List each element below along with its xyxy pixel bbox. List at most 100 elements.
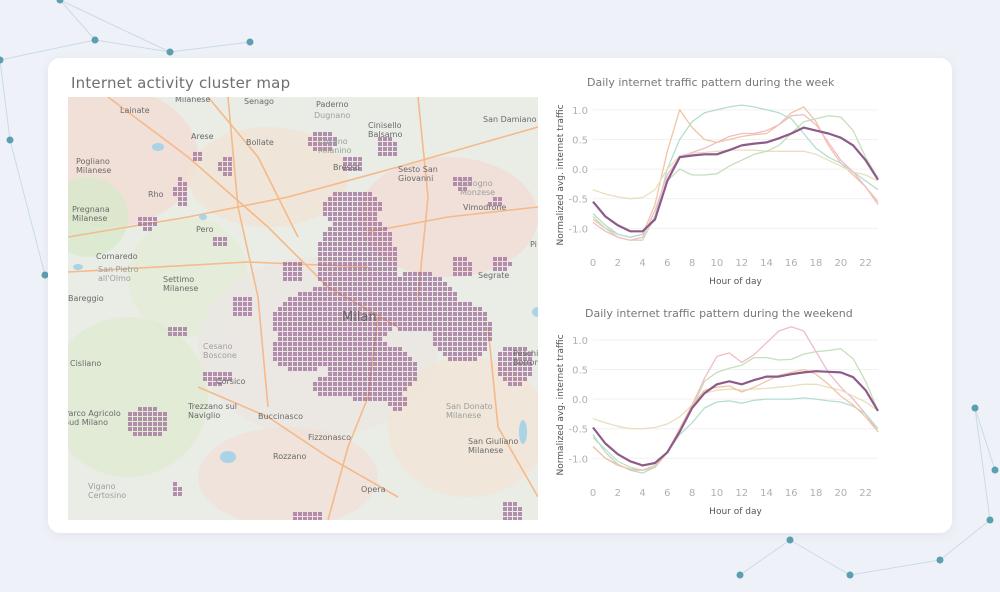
map-place-label: Arese bbox=[191, 132, 214, 141]
cluster-cell bbox=[138, 407, 142, 411]
cluster-cell bbox=[363, 282, 367, 286]
cluster-cell bbox=[498, 357, 502, 361]
cluster-cell bbox=[323, 302, 327, 306]
cluster-cell bbox=[338, 197, 342, 201]
cluster-cell bbox=[303, 327, 307, 331]
cluster-cell bbox=[348, 312, 352, 316]
cluster-cell bbox=[373, 357, 377, 361]
cluster-cell bbox=[473, 317, 477, 321]
cluster-cell bbox=[443, 352, 447, 356]
cluster-cell bbox=[343, 307, 347, 311]
cluster-cell bbox=[388, 307, 392, 311]
cluster-cell bbox=[373, 337, 377, 341]
cluster-cell bbox=[363, 307, 367, 311]
cluster-cell bbox=[173, 187, 177, 191]
cluster-cell bbox=[318, 267, 322, 271]
cluster-cell bbox=[313, 337, 317, 341]
cluster-cell bbox=[158, 422, 162, 426]
map-place-label: Vigano Certosino bbox=[88, 482, 127, 500]
cluster-cell bbox=[448, 357, 452, 361]
cluster-cell bbox=[333, 267, 337, 271]
cluster-cell bbox=[428, 307, 432, 311]
cluster-cell bbox=[463, 322, 467, 326]
cluster-cell bbox=[388, 367, 392, 371]
cluster-cell bbox=[208, 372, 212, 376]
cluster-cell bbox=[338, 332, 342, 336]
cluster-cell bbox=[348, 297, 352, 301]
cluster-cell bbox=[388, 362, 392, 366]
cluster-cell bbox=[353, 387, 357, 391]
cluster-cell bbox=[283, 337, 287, 341]
cluster-cell bbox=[378, 342, 382, 346]
cluster-cell bbox=[398, 317, 402, 321]
cluster-cell bbox=[323, 377, 327, 381]
cluster-cell bbox=[283, 352, 287, 356]
cluster-cell bbox=[343, 272, 347, 276]
cluster-cell bbox=[368, 227, 372, 231]
cluster-cell bbox=[388, 147, 392, 151]
map-place-label: Lainate bbox=[120, 106, 150, 115]
cluster-cell bbox=[358, 262, 362, 266]
y-tick-label: 1.0 bbox=[572, 336, 588, 347]
cluster-cell bbox=[318, 512, 322, 516]
cluster-cell bbox=[388, 357, 392, 361]
network-line bbox=[974, 407, 991, 521]
cluster-cell bbox=[233, 302, 237, 306]
cluster-cell bbox=[278, 352, 282, 356]
map-place-label: Sesto San Giovanni bbox=[398, 165, 438, 183]
cluster-cell bbox=[348, 257, 352, 261]
cluster-cell bbox=[138, 427, 142, 431]
cluster-cell bbox=[338, 342, 342, 346]
cluster-cell bbox=[463, 187, 467, 191]
cluster-cell bbox=[398, 302, 402, 306]
cluster-cell bbox=[373, 317, 377, 321]
cluster-cell bbox=[143, 222, 147, 226]
cluster-cell bbox=[353, 162, 357, 166]
cluster-cell bbox=[413, 327, 417, 331]
cluster-cell bbox=[508, 262, 512, 266]
cluster-cell bbox=[413, 297, 417, 301]
cluster-cell bbox=[408, 277, 412, 281]
map-place-label: Cesano Boscone bbox=[203, 342, 237, 360]
cluster-cell bbox=[348, 157, 352, 161]
cluster-cell bbox=[368, 342, 372, 346]
cluster-cell bbox=[418, 287, 422, 291]
cluster-cell bbox=[468, 357, 472, 361]
cluster-cell bbox=[378, 357, 382, 361]
cluster-cell bbox=[348, 367, 352, 371]
cluster-cell bbox=[353, 222, 357, 226]
cluster-cell bbox=[498, 367, 502, 371]
network-line bbox=[974, 407, 996, 471]
cluster-cell bbox=[373, 237, 377, 241]
cluster-cell bbox=[343, 372, 347, 376]
cluster-cell bbox=[298, 302, 302, 306]
x-tick-label: 16 bbox=[785, 488, 798, 499]
cluster-cell bbox=[368, 207, 372, 211]
cluster-cell bbox=[358, 362, 362, 366]
cluster-cell bbox=[388, 317, 392, 321]
cluster-cell bbox=[408, 322, 412, 326]
cluster-cell bbox=[338, 217, 342, 221]
road bbox=[487, 326, 538, 498]
cluster-cell bbox=[358, 367, 362, 371]
cluster-cell bbox=[363, 332, 367, 336]
cluster-cell bbox=[403, 357, 407, 361]
cluster-cell bbox=[358, 222, 362, 226]
cluster-cell bbox=[393, 317, 397, 321]
cluster-cell bbox=[318, 252, 322, 256]
cluster-cell bbox=[338, 367, 342, 371]
cluster-cell bbox=[418, 307, 422, 311]
cluster-cell bbox=[168, 332, 172, 336]
cluster-cell bbox=[373, 252, 377, 256]
cluster-map[interactable]: Lainate Milanese Senago Paderno Dugnano San D… bbox=[68, 97, 538, 520]
cluster-cell bbox=[343, 392, 347, 396]
cluster-cell bbox=[233, 312, 237, 316]
cluster-cell bbox=[393, 357, 397, 361]
cluster-cell bbox=[323, 297, 327, 301]
cluster-cell bbox=[378, 137, 382, 141]
cluster-cell bbox=[288, 357, 292, 361]
cluster-cell bbox=[528, 372, 532, 376]
cluster-cell bbox=[373, 322, 377, 326]
cluster-cell bbox=[413, 367, 417, 371]
cluster-cell bbox=[403, 312, 407, 316]
